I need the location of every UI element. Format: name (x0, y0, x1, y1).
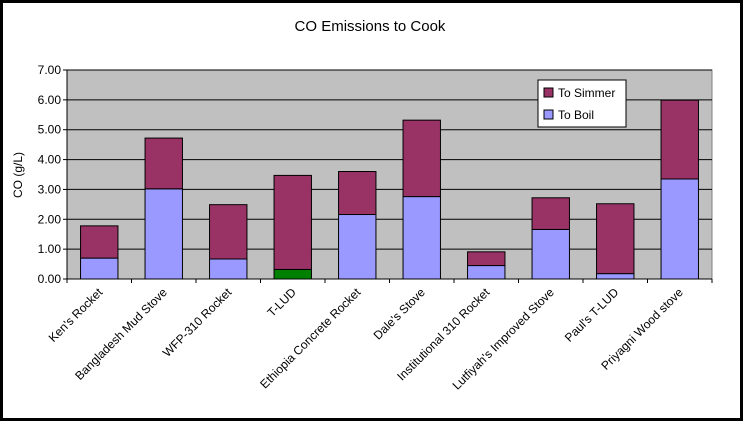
legend-label-to-simmer: To Simmer (558, 86, 615, 100)
y-tick-label: 6.00 (38, 93, 62, 107)
bar-to-boil-bangladesh-mud-stove (144, 188, 183, 280)
bar-to-boil-lutfiyah-s-improved-stove (531, 228, 570, 280)
y-axis: 0.00 1.00 2.00 3.00 4.00 5.00 6.00 7.00 (38, 63, 68, 286)
bar-to-boil-dale-s-stove (402, 196, 441, 280)
y-tick-label: 4.00 (38, 153, 62, 167)
stacked-bar-chart: CO Emissions to Cook 0.00 1.00 2.00 3.00 4.0… (11, 18, 713, 392)
y-tick-label: 3.00 (38, 182, 62, 196)
legend-label-to-boil: To Boil (558, 108, 594, 122)
bar-to-simmer-t-lud (273, 174, 312, 270)
y-tick-label: 0.00 (38, 272, 62, 286)
chart-title: CO Emissions to Cook (295, 18, 446, 35)
x-tick-label: Paul's T-LUD (562, 285, 622, 345)
bar-to-simmer-bangladesh-mud-stove (144, 137, 183, 190)
bar-to-simmer-wfp-310-rocket (209, 204, 248, 260)
bar-to-boil-priyagni-wood-stove (660, 178, 699, 280)
legend-swatch-to-simmer (543, 87, 554, 98)
bar-to-simmer-ken-s-rocket (80, 225, 119, 259)
bar-to-simmer-dale-s-stove (402, 119, 441, 198)
x-tick-label: Dale's Stove (371, 285, 428, 342)
y-axis-label: CO (g/L) (11, 152, 25, 198)
bar-to-boil-paul-s-t-lud (596, 273, 635, 280)
y-tick-label: 7.00 (38, 63, 62, 77)
x-tick-label: T-LUD (264, 285, 299, 320)
bar-to-simmer-institutional-310-rocket (467, 251, 506, 267)
bar-to-simmer-ethiopia-concrete-rocket (338, 171, 377, 216)
y-tick-label: 2.00 (38, 212, 62, 226)
bar-to-simmer-lutfiyah-s-improved-stove (531, 197, 570, 230)
bar-to-boil-ken-s-rocket (80, 257, 119, 280)
y-tick-label: 1.00 (38, 242, 62, 256)
legend-swatch-to-boil (543, 109, 554, 120)
bar-to-simmer-paul-s-t-lud (596, 203, 635, 275)
bar-to-boil-t-lud (273, 268, 312, 280)
bar-to-simmer-priyagni-wood-stove (660, 99, 699, 180)
y-tick-label: 5.00 (38, 123, 62, 137)
x-tick-label: WFP-310 Rocket (160, 285, 235, 360)
legend: To Simmer To Boil (537, 79, 627, 128)
x-tick-label: Ken's Rocket (46, 285, 106, 345)
bar-to-boil-institutional-310-rocket (467, 265, 506, 280)
bar-to-boil-wfp-310-rocket (209, 258, 248, 280)
bar-to-boil-ethiopia-concrete-rocket (338, 214, 377, 280)
